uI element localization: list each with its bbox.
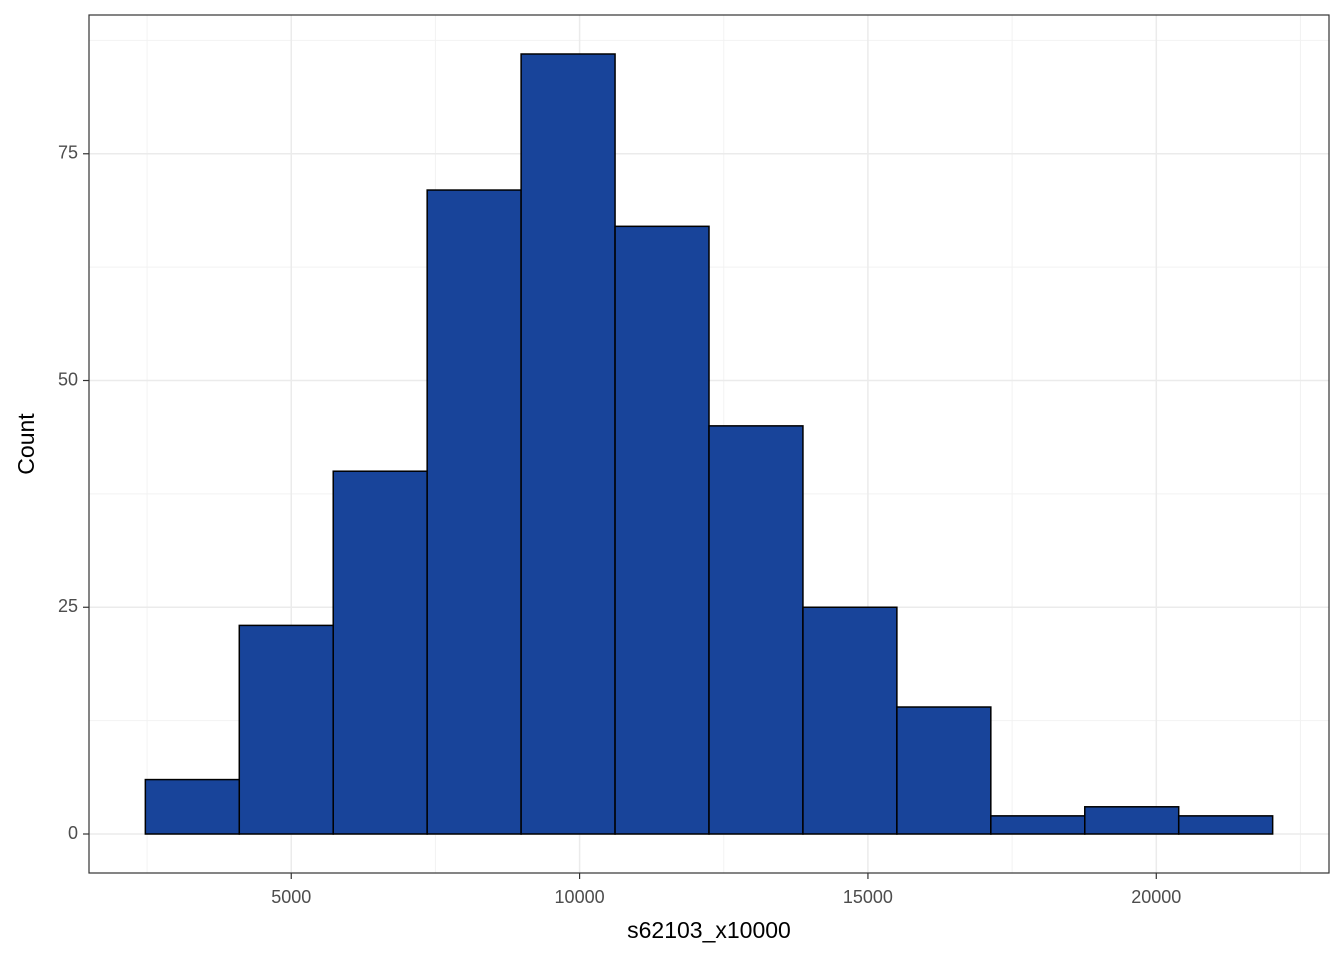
bar <box>238 624 334 835</box>
bar <box>802 606 898 835</box>
x-tick-label: 5000 <box>271 887 311 907</box>
bar <box>1084 806 1180 835</box>
bar <box>708 425 804 835</box>
panel-border <box>88 14 1330 874</box>
y-axis-title: Count <box>13 413 39 475</box>
bar <box>614 225 710 835</box>
bar <box>896 706 992 835</box>
bar <box>426 189 522 835</box>
x-tick-label: 15000 <box>843 887 893 907</box>
y-tick-label: 50 <box>58 369 78 389</box>
bar <box>990 815 1086 835</box>
bar <box>332 470 428 835</box>
y-tick-label: 75 <box>58 143 78 163</box>
bar <box>520 53 616 835</box>
bar <box>144 778 241 835</box>
x-tick-label: 20000 <box>1131 887 1181 907</box>
bar <box>1177 815 1274 835</box>
y-tick-label: 0 <box>68 823 78 843</box>
x-axis-title: s62103_x10000 <box>627 917 791 943</box>
x-tick-label: 10000 <box>555 887 605 907</box>
y-tick-label: 25 <box>58 596 78 616</box>
